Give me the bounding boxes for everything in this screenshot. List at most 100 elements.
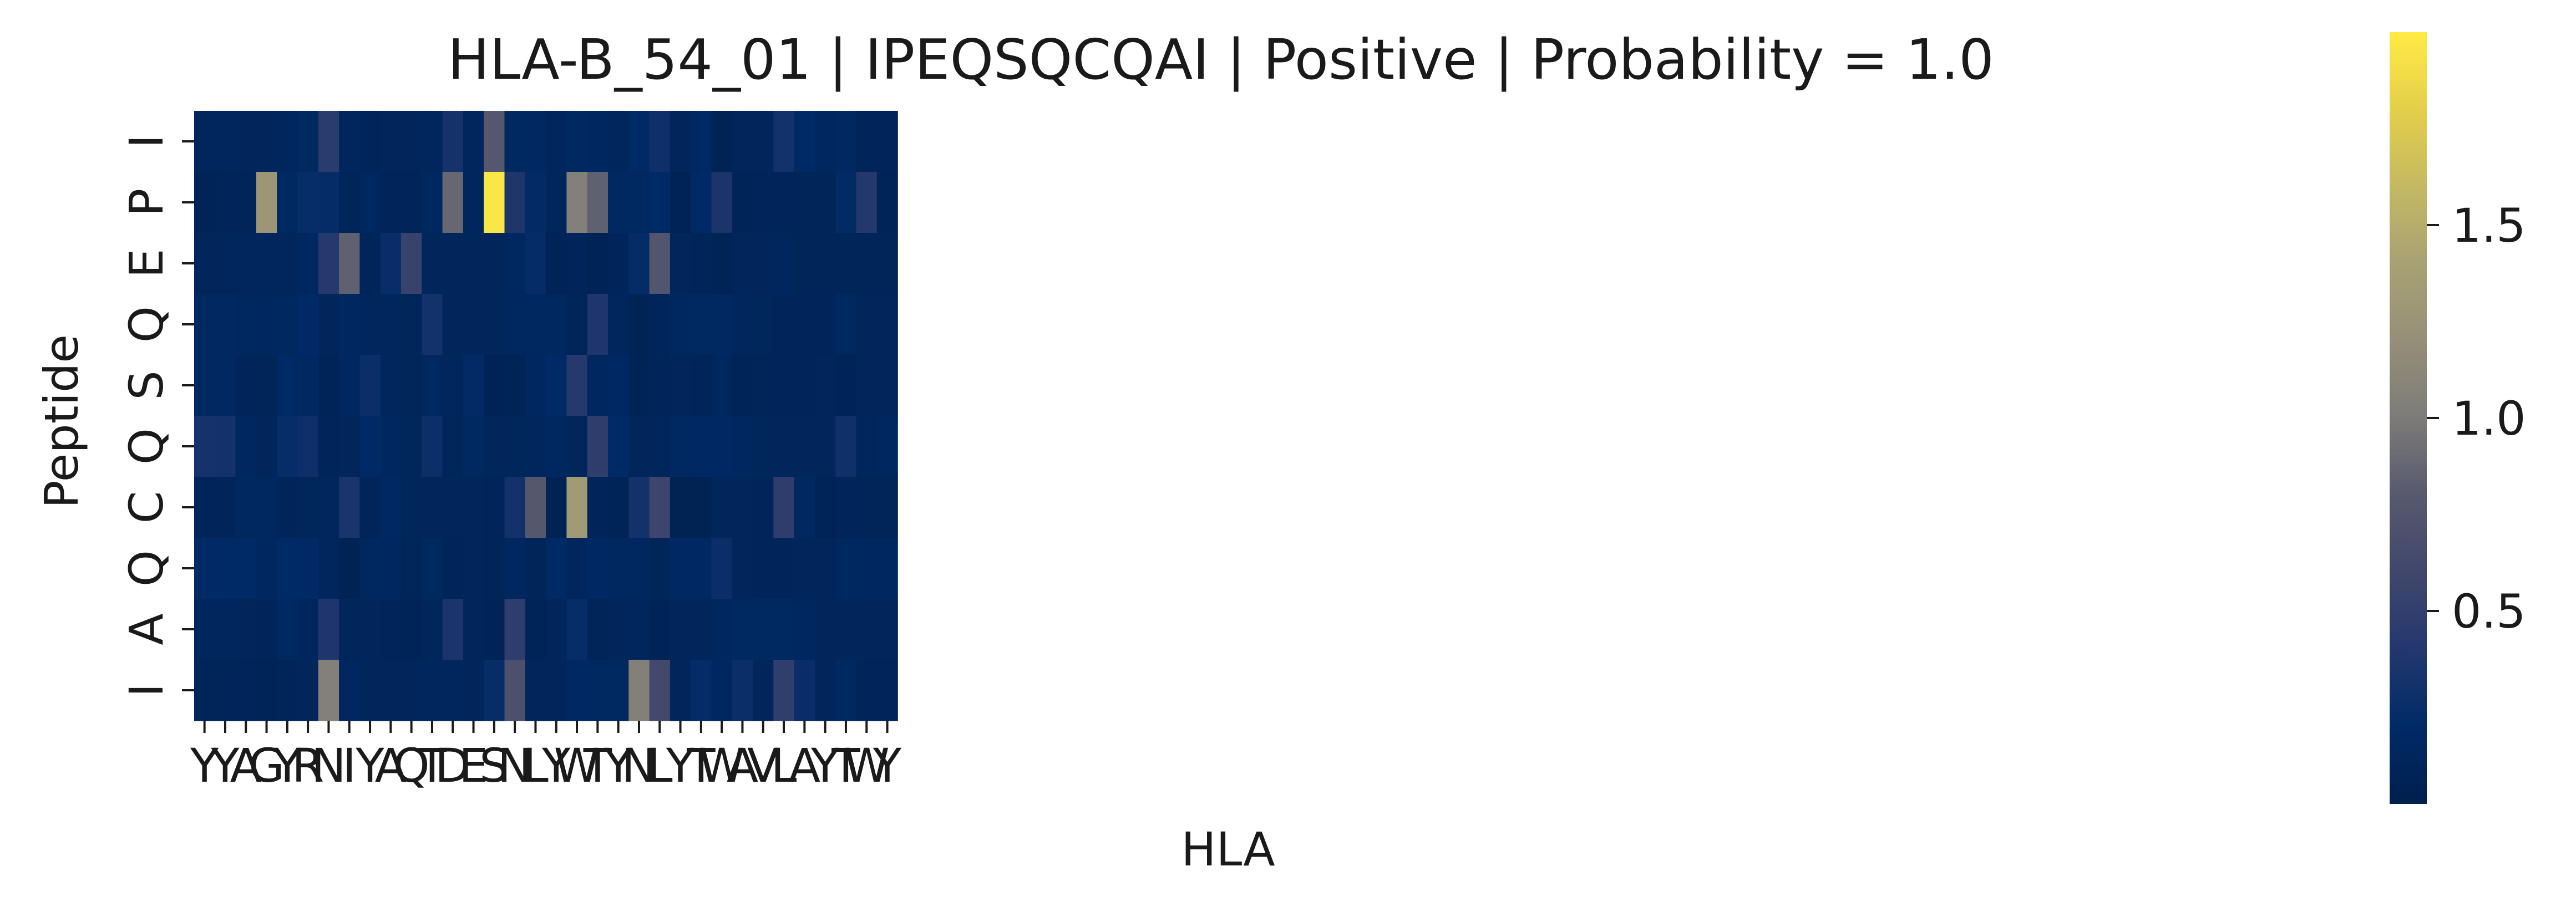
- heatmap-cell: [359, 599, 381, 660]
- heatmap-cell: [525, 172, 546, 233]
- heatmap-cell: [235, 538, 257, 599]
- heatmap-cell: [815, 477, 836, 538]
- heatmap-cell: [297, 599, 319, 660]
- heatmap-cell: [484, 233, 505, 294]
- heatmap-cell: [835, 538, 857, 599]
- heatmap-cell: [835, 599, 857, 660]
- heatmap-cell: [815, 294, 836, 355]
- heatmap-cell: [525, 416, 546, 477]
- heatmap-cell: [401, 111, 422, 172]
- heatmap-cell: [711, 233, 733, 294]
- heatmap-cell: [277, 111, 298, 172]
- heatmap-cell: [380, 233, 402, 294]
- heatmap-cell: [835, 111, 857, 172]
- heatmap-cell: [504, 111, 526, 172]
- heatmap-cell: [566, 538, 588, 599]
- heatmap-cell: [856, 355, 878, 416]
- heatmap-cell: [587, 477, 608, 538]
- heatmap-cell: [339, 660, 360, 721]
- colorbar-tick-label: 1.0: [2452, 391, 2526, 446]
- heatmap-cell: [876, 477, 898, 538]
- heatmap-cell: [401, 599, 422, 660]
- x-tick-label: N: [498, 738, 533, 793]
- heatmap-cell: [277, 538, 298, 599]
- heatmap-cell: [670, 660, 691, 721]
- heatmap-cell: [194, 111, 215, 172]
- heatmap-cell: [753, 233, 774, 294]
- heatmap-cell: [463, 111, 484, 172]
- heatmap-cell: [318, 111, 339, 172]
- x-tick-label: S: [479, 738, 509, 793]
- heatmap-cell: [463, 416, 484, 477]
- heatmap-cell: [380, 538, 402, 599]
- heatmap-cell: [691, 111, 712, 172]
- heatmap-cell: [215, 355, 236, 416]
- heatmap-cell: [215, 660, 236, 721]
- heatmap-cell: [711, 660, 733, 721]
- heatmap-cells: [194, 111, 898, 721]
- heatmap-cell: [297, 538, 319, 599]
- heatmap-cell: [215, 416, 236, 477]
- heatmap-cell: [587, 416, 608, 477]
- heatmap-cell: [732, 355, 753, 416]
- x-tick-label: Y: [210, 738, 240, 793]
- heatmap-cell: [442, 477, 464, 538]
- heatmap-cell: [215, 294, 236, 355]
- heatmap-cell: [856, 538, 878, 599]
- heatmap-cell: [835, 294, 857, 355]
- heatmap-cell: [628, 294, 650, 355]
- heatmap-cell: [235, 477, 257, 538]
- heatmap-cell: [359, 294, 381, 355]
- heatmap-cell: [318, 355, 339, 416]
- heatmap-cell: [422, 355, 443, 416]
- heatmap-cell: [608, 233, 629, 294]
- heatmap-cell: [753, 538, 774, 599]
- heatmap-cell: [277, 355, 298, 416]
- heatmap-cell: [546, 416, 567, 477]
- x-tick-label: G: [249, 738, 285, 793]
- heatmap-cell: [753, 111, 774, 172]
- heatmap-cell: [670, 355, 691, 416]
- heatmap-cell: [649, 538, 671, 599]
- heatmap-cell: [649, 233, 671, 294]
- heatmap-cell: [422, 538, 443, 599]
- heatmap-cell: [732, 477, 753, 538]
- x-tick-label: R: [292, 738, 324, 793]
- heatmap-cell: [587, 111, 608, 172]
- heatmap-cell: [256, 477, 277, 538]
- heatmap-cell: [732, 660, 753, 721]
- heatmap-cell: [277, 660, 298, 721]
- heatmap-cell: [732, 172, 753, 233]
- heatmap-cell: [463, 172, 484, 233]
- heatmap-cell: [256, 111, 277, 172]
- heatmap-cell: [546, 172, 567, 233]
- heatmap-cell: [422, 477, 443, 538]
- heatmap-cell: [422, 111, 443, 172]
- heatmap-cell: [401, 233, 422, 294]
- heatmap-cell: [277, 233, 298, 294]
- heatmap-cell: [215, 477, 236, 538]
- heatmap-cell: [608, 172, 629, 233]
- heatmap-cell: [256, 538, 277, 599]
- heatmap-cell: [587, 599, 608, 660]
- heatmap-cell: [876, 233, 898, 294]
- heatmap-cell: [649, 416, 671, 477]
- heatmap-cell: [277, 477, 298, 538]
- heatmap-cell: [691, 233, 712, 294]
- heatmap-cell: [773, 355, 795, 416]
- x-tick-label: T: [417, 738, 447, 793]
- heatmap-cell: [525, 538, 546, 599]
- heatmap-cell: [256, 416, 277, 477]
- heatmap-cell: [773, 599, 795, 660]
- heatmap-cell: [277, 172, 298, 233]
- heatmap-cell: [815, 538, 836, 599]
- heatmap-cell: [566, 416, 588, 477]
- heatmap-cell: [649, 111, 671, 172]
- heatmap-cell: [463, 477, 484, 538]
- heatmap-cell: [876, 538, 898, 599]
- colorbar: [2390, 32, 2427, 804]
- heatmap-cell: [318, 477, 339, 538]
- x-tick-label: T: [831, 738, 860, 793]
- heatmap-cell: [628, 172, 650, 233]
- x-tick-label: I: [342, 738, 356, 793]
